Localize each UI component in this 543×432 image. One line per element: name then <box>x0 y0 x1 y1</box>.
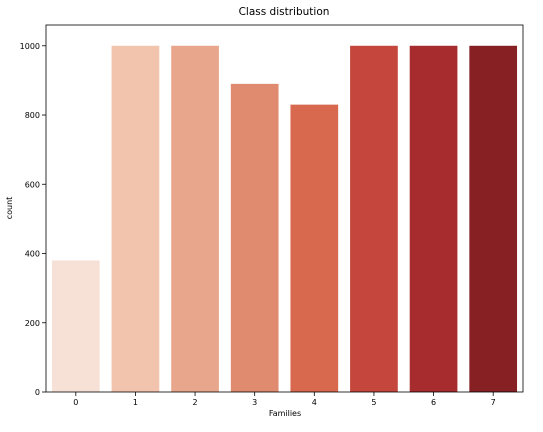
x-axis-label: Families <box>269 409 301 418</box>
x-tick-label: 5 <box>371 398 376 407</box>
x-tick-label: 2 <box>193 398 198 407</box>
y-tick-label: 400 <box>25 250 40 259</box>
y-tick-label: 800 <box>25 111 40 120</box>
bar-series <box>51 45 518 392</box>
x-tick-label: 6 <box>431 398 436 407</box>
chart-title: Class distribution <box>239 6 330 18</box>
bar-7 <box>469 45 518 392</box>
y-tick-label: 0 <box>35 388 40 397</box>
plot-frame <box>45 24 524 393</box>
x-tick-label: 3 <box>252 398 257 407</box>
bar-6 <box>409 45 458 392</box>
x-tick-label: 1 <box>133 398 138 407</box>
bar-5 <box>350 45 398 392</box>
y-tick-label: 1000 <box>20 42 40 51</box>
x-axis-ticks: 0 1 2 3 4 5 6 7 <box>73 392 496 407</box>
bar-0 <box>51 260 100 392</box>
x-tick-label: 0 <box>73 398 78 407</box>
x-tick-label: 4 <box>312 398 317 407</box>
y-axis-label: count <box>5 197 14 220</box>
y-axis-ticks: 0 200 400 600 800 1000 <box>20 42 46 397</box>
bar-3 <box>230 83 279 392</box>
bar-2 <box>171 45 219 392</box>
x-tick-label: 7 <box>491 398 496 407</box>
bar-4 <box>290 104 339 392</box>
bar-1 <box>111 45 160 392</box>
y-tick-label: 200 <box>25 319 40 328</box>
y-tick-label: 600 <box>25 180 40 189</box>
